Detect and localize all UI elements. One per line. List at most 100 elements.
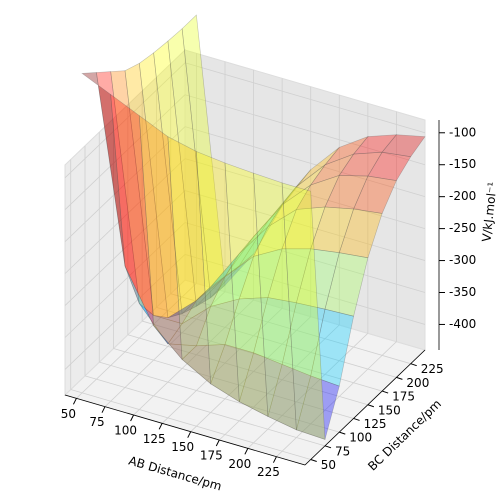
- z-tick-label: -350: [449, 285, 476, 299]
- y-tick-label: 75: [335, 444, 350, 458]
- surface-patch: [210, 344, 254, 403]
- surface-patch: [124, 62, 169, 319]
- surface-patch: [110, 70, 154, 317]
- surface-patch: [124, 265, 169, 344]
- grid-line: [156, 306, 397, 378]
- x-tick-label: 225: [257, 465, 280, 479]
- z-tick-label: -300: [449, 253, 476, 267]
- grid-line: [184, 126, 426, 198]
- surface-patch: [153, 300, 197, 325]
- surface-patch: [239, 204, 283, 254]
- surface-patch: [324, 252, 369, 317]
- surface-patch: [138, 114, 183, 361]
- surface-patch: [253, 186, 297, 237]
- y-tick: [367, 404, 375, 408]
- surface-patch: [238, 248, 283, 300]
- grid-line: [184, 62, 426, 134]
- surface-patch: [181, 276, 226, 324]
- z-tick-label: -100: [449, 125, 476, 139]
- surface-patch: [295, 174, 340, 210]
- x-tick-label: 50: [61, 407, 76, 421]
- y-tick: [339, 431, 346, 435]
- grid-line: [184, 94, 426, 166]
- y-tick-label: 200: [406, 376, 429, 390]
- z-tick-label: -400: [449, 317, 476, 331]
- surface-patch: [196, 151, 240, 403]
- x-tick: [187, 431, 192, 438]
- y-tick-label: 225: [421, 362, 444, 376]
- surface-patch: [138, 52, 183, 319]
- surface-patch: [224, 162, 269, 417]
- z-tick-label: -200: [449, 189, 476, 203]
- y-tick-label: 50: [321, 458, 336, 472]
- surface-patch: [324, 135, 369, 166]
- y-tick: [381, 390, 389, 394]
- surface-patch: [367, 151, 412, 181]
- x-tick-label: 125: [143, 432, 166, 446]
- y-tick-label: 125: [364, 417, 387, 431]
- surface-patch: [296, 248, 340, 310]
- grid-line: [127, 334, 368, 406]
- surface-patch: [338, 151, 383, 177]
- surface-patch: [181, 276, 226, 314]
- surface-patch: [296, 147, 340, 187]
- x-tick: [158, 423, 163, 430]
- surface-patch: [210, 253, 254, 298]
- x-tick-label: 175: [200, 449, 223, 463]
- z-tick-label: -150: [449, 157, 476, 171]
- y-tick: [396, 376, 403, 380]
- grid-line: [113, 348, 354, 419]
- x-tick: [130, 414, 135, 422]
- surface-patch: [167, 286, 211, 318]
- surface-patch: [281, 164, 326, 206]
- surface-patch: [81, 72, 126, 267]
- y-tick-label: 175: [392, 390, 415, 404]
- grid-line: [84, 375, 326, 447]
- surface-patch: [353, 175, 397, 214]
- grid-line: [142, 320, 383, 392]
- surface-patch: [267, 169, 311, 222]
- surface-patch: [96, 71, 140, 304]
- x-tick: [215, 439, 220, 447]
- surface-patch: [309, 153, 355, 186]
- surface-patch: [238, 352, 283, 417]
- y-axis: [304, 349, 426, 466]
- surface-patch: [210, 236, 254, 288]
- surface-patch: [110, 93, 154, 326]
- surface-patch: [267, 248, 312, 304]
- y-tick: [410, 363, 417, 367]
- surface-patch: [224, 220, 269, 277]
- surface-patch: [153, 40, 197, 315]
- surface-patch: [153, 325, 198, 360]
- grid-line: [64, 254, 186, 370]
- surface-patch: [281, 206, 326, 250]
- surface-patch: [310, 308, 354, 387]
- grid-line: [64, 62, 186, 179]
- y-tick-label: 100: [349, 431, 372, 445]
- surface-patch: [196, 253, 240, 301]
- surface-patch: [196, 265, 240, 307]
- z-axis-label: V/kJ.mol⁻¹: [479, 181, 499, 242]
- surface-patch: [181, 344, 226, 385]
- grid-line: [64, 190, 186, 306]
- x-tick: [272, 456, 277, 463]
- grid-line: [64, 222, 186, 338]
- surface-patch: [253, 172, 297, 431]
- surface-patch: [324, 175, 369, 210]
- grid-line: [184, 254, 426, 325]
- grid-line: [184, 158, 426, 229]
- x-tick: [72, 398, 77, 405]
- x-tick-label: 150: [171, 440, 194, 454]
- y-tick: [324, 445, 332, 449]
- surface-patch: [181, 14, 226, 299]
- y-tick-label: 150: [378, 403, 401, 417]
- x-tick: [101, 406, 106, 413]
- surface-patch: [139, 303, 183, 345]
- surface-patch: [310, 206, 355, 254]
- surface-patch: [267, 363, 312, 431]
- surface-patch: [210, 255, 255, 307]
- surface-patch: [167, 28, 212, 307]
- x-tick-label: 100: [114, 424, 137, 438]
- x-tick-label: 75: [89, 415, 104, 429]
